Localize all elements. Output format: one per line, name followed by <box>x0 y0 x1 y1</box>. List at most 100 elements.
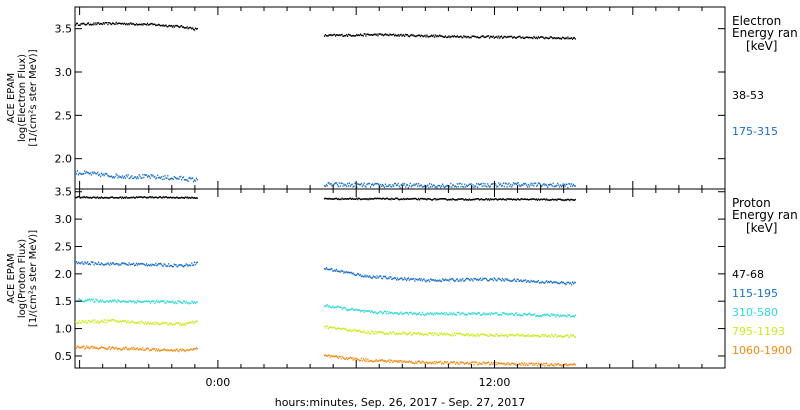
proton-point <box>331 268 333 270</box>
proton-point <box>84 348 86 350</box>
proton-point <box>502 312 504 314</box>
proton-point <box>509 313 511 315</box>
proton-point <box>433 312 435 314</box>
proton-point <box>505 334 507 336</box>
electron-point <box>568 182 570 185</box>
proton-point <box>335 328 338 330</box>
proton-point <box>164 322 166 324</box>
electron-point <box>444 35 446 37</box>
proton-point <box>485 313 487 316</box>
proton-point <box>442 363 445 365</box>
electron-point <box>445 36 447 39</box>
electron-point <box>463 186 465 188</box>
proton-point <box>571 315 573 318</box>
proton-point <box>560 364 562 366</box>
proton-point <box>335 306 338 308</box>
proton-point <box>567 364 569 367</box>
electron-point <box>179 26 181 29</box>
electron-point <box>336 183 338 186</box>
proton-point <box>368 276 370 278</box>
proton-point <box>529 313 531 315</box>
proton-point <box>558 362 560 365</box>
proton-point <box>146 300 148 302</box>
electron-point <box>451 186 453 188</box>
proton-point <box>478 312 480 314</box>
proton-point <box>83 321 85 323</box>
proton-point <box>83 263 85 265</box>
proton-point <box>146 347 149 349</box>
proton-point <box>504 198 506 201</box>
proton-point <box>537 198 539 200</box>
proton-point <box>79 322 81 324</box>
proton-point <box>498 335 500 337</box>
electron-point <box>195 28 197 30</box>
electron-point <box>139 23 141 26</box>
proton-point <box>369 275 371 277</box>
electron-point <box>128 23 130 26</box>
proton-point <box>111 347 113 349</box>
proton-point <box>446 332 448 335</box>
electron-point <box>520 185 522 187</box>
proton-point <box>147 300 149 302</box>
proton-point <box>99 196 101 199</box>
proton-point <box>436 362 438 364</box>
proton-point <box>506 198 508 200</box>
proton-point <box>525 198 528 201</box>
proton-point <box>385 332 387 335</box>
proton-point <box>494 278 496 280</box>
x-tick-label: 12:00 <box>479 376 511 389</box>
proton-point <box>121 262 123 264</box>
proton-point <box>430 363 433 365</box>
proton-point <box>493 198 495 201</box>
proton-point <box>411 278 413 281</box>
electron-point <box>142 24 144 26</box>
proton-point <box>508 333 510 336</box>
proton-point <box>534 198 536 200</box>
proton-point <box>520 198 522 200</box>
electron-point <box>558 184 560 186</box>
proton-point <box>105 197 107 199</box>
electron-point <box>176 178 178 180</box>
panel-frames <box>74 6 726 369</box>
proton-point <box>542 313 544 316</box>
proton-point <box>332 327 334 329</box>
electron-point <box>508 36 510 38</box>
electron-point <box>344 34 346 37</box>
electron-point <box>86 171 88 173</box>
proton-point <box>491 363 493 366</box>
proton-point <box>557 198 559 200</box>
proton-point <box>188 264 190 266</box>
electron-point <box>509 185 511 187</box>
proton-point <box>153 348 155 350</box>
proton-point <box>139 263 141 265</box>
electron-point <box>190 27 192 29</box>
electron-point <box>192 27 194 29</box>
electron-point <box>106 173 108 175</box>
electron-point <box>107 23 109 26</box>
electron-point <box>84 170 86 172</box>
proton-point <box>160 263 162 265</box>
proton-point <box>428 313 430 315</box>
proton-point <box>465 199 468 201</box>
proton-point <box>370 359 372 362</box>
proton-point <box>437 334 439 337</box>
proton-point <box>535 315 537 317</box>
proton-point <box>376 331 378 333</box>
electron-point <box>394 35 396 37</box>
proton-point <box>379 310 381 313</box>
proton-y-tick-label: 0.5 <box>55 350 73 363</box>
proton-point <box>448 333 450 336</box>
proton-point <box>122 347 125 349</box>
electron-point <box>548 37 551 39</box>
proton-point <box>458 280 460 282</box>
electron-point <box>79 24 81 26</box>
proton-point <box>477 363 479 366</box>
electron-point <box>337 185 339 188</box>
electron-point <box>117 22 119 25</box>
proton-point <box>555 334 557 336</box>
proton-point <box>324 268 327 270</box>
proton-point <box>351 307 353 310</box>
proton-point <box>390 311 392 314</box>
proton-point <box>411 362 413 364</box>
proton-point <box>463 333 465 335</box>
